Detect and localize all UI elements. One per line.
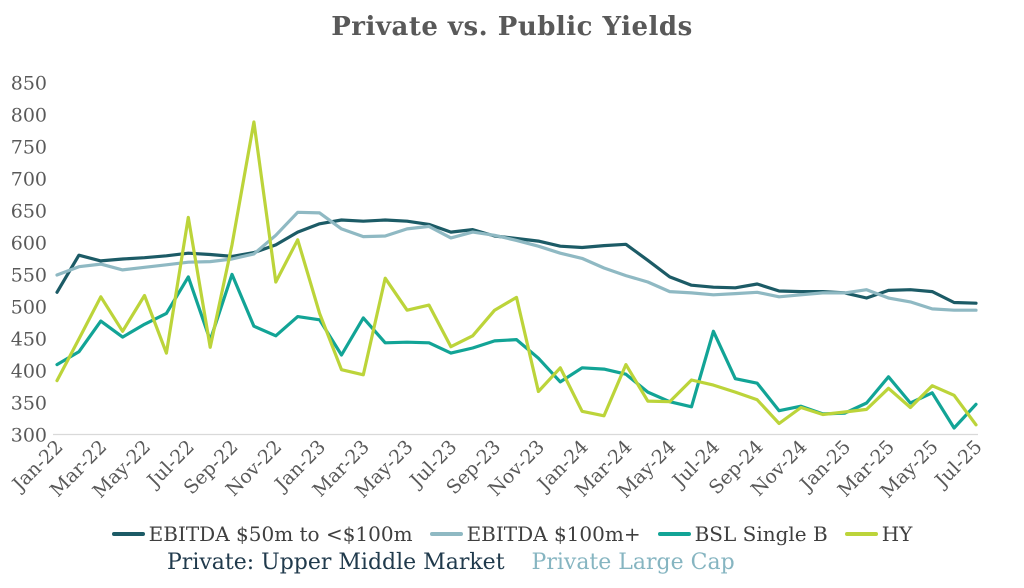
y-tick-label: 450 (11, 329, 47, 351)
legend-swatch-ebitda-50m (111, 532, 145, 536)
chart-title: Private vs. Public Yields (331, 12, 693, 42)
legend-item-bsl-single-b: BSL Single B (657, 522, 828, 546)
footnote-private-upper-middle-market: Private: Upper Middle Market (167, 550, 505, 575)
y-tick-label: 400 (11, 361, 47, 383)
legend-label-hy: HY (881, 522, 913, 546)
chart-legend: EBITDA $50m to <$100m EBITDA $100m+ BSL … (0, 522, 1024, 546)
series-line-ebitda-100m- (55, 210, 978, 312)
y-tick-label: 700 (11, 169, 47, 191)
legend-item-ebitda-100m: EBITDA $100m+ (429, 522, 641, 546)
legend-item-ebitda-50m: EBITDA $50m to <$100m (111, 522, 413, 546)
y-tick-label: 800 (11, 105, 47, 127)
y-tick-label: 300 (11, 425, 47, 447)
series-line-hy (55, 120, 978, 427)
footnote-private-large-cap: Private Large Cap (531, 550, 735, 575)
y-tick-label: 550 (11, 265, 47, 287)
y-tick-label: 750 (11, 137, 47, 159)
line-chart-canvas: 850800750700650600550500450400350300Jan-… (7, 73, 987, 503)
y-tick-label: 650 (11, 201, 47, 223)
legend-item-hy: HY (844, 522, 913, 546)
footnote-row: Private: Upper Middle Market Private Lar… (167, 550, 735, 575)
legend-label-bsl-single-b: BSL Single B (694, 522, 828, 546)
y-tick-label: 600 (11, 233, 47, 255)
y-tick-label: 350 (11, 393, 47, 415)
legend-swatch-bsl-single-b (657, 532, 691, 536)
y-tick-label: 500 (11, 297, 47, 319)
x-tick-label: Jul-25 (930, 436, 987, 493)
legend-swatch-ebitda-100m (429, 532, 463, 536)
legend-swatch-hy (844, 532, 878, 536)
y-tick-label: 850 (11, 73, 47, 95)
legend-label-ebitda-50m: EBITDA $50m to <$100m (148, 522, 413, 546)
legend-label-ebitda-100m: EBITDA $100m+ (466, 522, 641, 546)
